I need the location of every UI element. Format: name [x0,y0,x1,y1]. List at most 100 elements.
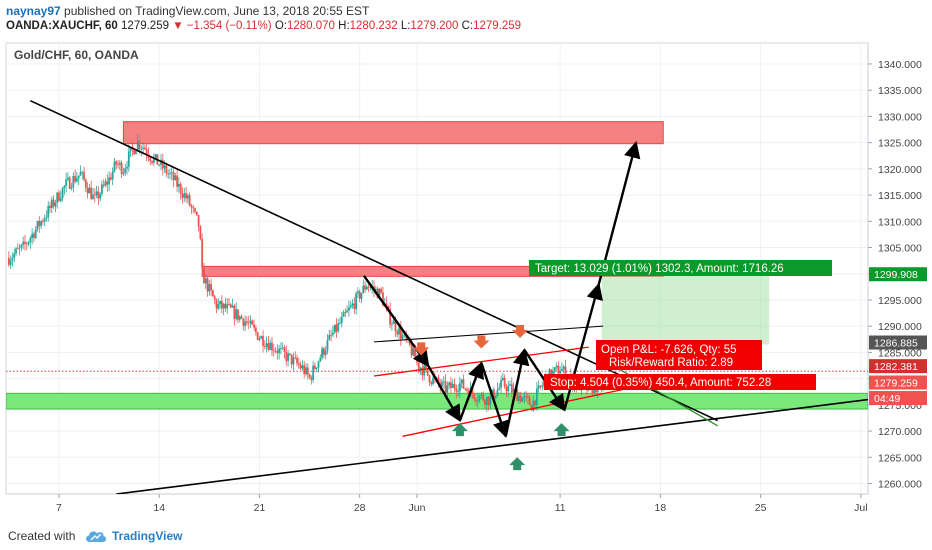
author-name[interactable]: naynay97 [6,4,61,18]
candle-body [61,188,64,199]
zone-top-resistance[interactable] [122,121,664,145]
path-arrow[interactable] [427,365,461,423]
buy-marker-icon[interactable] [509,457,526,471]
price-chart[interactable]: Gold/CHF, 60, OANDA 1340.000 1335.000 1330… [0,0,932,524]
candle-body [331,332,334,335]
candle-body [201,238,204,268]
candle-body [115,161,118,165]
candle-body [364,285,366,290]
candle-body [151,160,153,163]
candle-body [77,175,80,179]
candle-body [326,339,329,351]
candle-body [555,365,558,368]
candle-body [501,377,504,381]
candle-body [374,288,377,290]
candle-body [351,303,354,306]
candle-body [516,389,519,401]
x-tick-label: 14 [153,502,165,514]
candle-body [455,388,458,392]
x-tick-label: Jul [854,502,867,514]
candle-body [423,365,426,376]
tradingview-brand[interactable]: TradingView [112,529,183,543]
candle-body [507,385,510,392]
sell-marker-icon[interactable] [413,342,430,356]
y-tick-label: 1310.000 [878,216,922,228]
price-tags: 1299.908 1286.885 1282.381 1279.259 04:49 [869,267,927,406]
price-change: −1.354 (−0.11%) [186,20,272,32]
path-arrow[interactable] [458,361,484,422]
candle-body [561,369,563,371]
price-tag-label: 1279.259 [874,378,918,390]
candle-body [210,284,213,291]
candle-body [528,397,531,406]
price-tag-bg [869,375,927,390]
candle-body [562,366,565,370]
candle-body [67,177,69,180]
candle-body [233,305,236,319]
candle-body [126,166,128,169]
trend-line[interactable] [373,325,604,343]
tradingview-cloud-icon[interactable] [84,527,108,545]
candle-body [340,316,343,324]
candle-body [278,348,281,354]
candle-body [256,332,259,340]
path-arrow[interactable] [480,362,509,438]
candle-body [97,191,100,199]
candle-body [226,304,229,309]
symbol-label: OANDA:XAUCHF, 60 [6,20,118,32]
last-price: 1279.259 [121,20,169,32]
candle-body [337,323,340,332]
candle-body [525,395,528,397]
risk-reward-label: Risk/Reward Ratio: 2.89 [609,357,733,369]
candle-body [213,296,216,300]
buy-marker-icon[interactable] [451,423,468,437]
candle-body [450,382,452,388]
candle-body [505,386,508,392]
candle-body [308,374,311,378]
zone-target-area[interactable] [601,274,770,345]
target-annotation: Target: 13.029 (1.01%) 1302.3, Amount: 1… [529,260,832,276]
candle-body [532,400,535,411]
candle-body [530,405,533,411]
candle-body [68,177,71,189]
candle-body [262,336,264,347]
candle-body [297,363,300,365]
candle-body [74,176,76,182]
candle-body [303,365,306,375]
trend-line[interactable] [116,398,868,494]
candle-body [283,347,286,353]
candle-body [296,357,298,364]
stop-annotation: Stop: 4.504 (0.35%) 450.4, Amount: 752.2… [544,374,816,390]
candle-body [396,331,399,335]
candle-body [197,215,200,227]
candle-body [394,320,397,332]
candle-body [385,303,388,307]
sell-marker-icon[interactable] [473,335,490,349]
candle-body [178,183,180,187]
candle-body [471,387,474,394]
candle-body [389,309,392,325]
candle-body [54,202,57,207]
candle-body [90,187,93,200]
candle-body [398,327,400,335]
candle-body [335,324,338,332]
close-label: C: [461,20,474,32]
candle-body [539,385,542,387]
sell-marker-icon[interactable] [512,325,529,339]
path-arrow[interactable] [504,348,530,437]
candle-body [464,388,467,390]
candle-body [484,400,486,406]
candle-body [460,379,463,384]
buy-marker-icon[interactable] [553,423,570,437]
candle-body [487,396,490,406]
candle-body [358,291,361,299]
candle-body [108,177,110,185]
candle-body [494,395,497,399]
trend-line[interactable] [402,388,625,437]
candle-body [305,367,307,375]
y-tick-label: 1330.000 [878,111,922,123]
candle-body [312,365,315,380]
open-pl-label: Open P&L: -7.626, Qty: 55 [601,344,737,356]
zone-support[interactable] [6,392,868,410]
candle-body [251,320,254,325]
